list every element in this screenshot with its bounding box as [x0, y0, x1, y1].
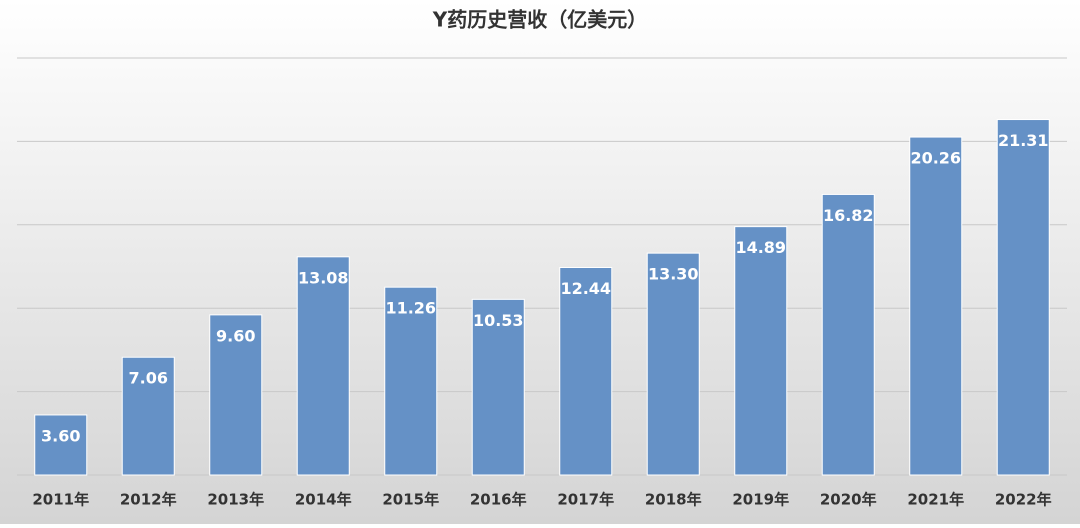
value-label: 13.08 [298, 268, 349, 287]
bar [821, 193, 875, 476]
value-label: 3.60 [41, 426, 80, 445]
value-label: 7.06 [129, 369, 168, 388]
value-label: 13.30 [648, 265, 699, 284]
x-tick-label: 2014年 [295, 491, 352, 509]
bar [646, 252, 700, 476]
bar [296, 256, 350, 476]
x-tick-label: 2016年 [470, 491, 527, 509]
value-label: 11.26 [385, 299, 436, 318]
value-label: 20.26 [910, 149, 961, 168]
value-label: 12.44 [560, 279, 611, 298]
bar [734, 226, 788, 476]
bar [34, 414, 88, 476]
x-tick-label: 2021年 [907, 491, 964, 509]
chart-title: Y药历史营收（亿美元） [432, 8, 647, 32]
x-tick-label: 2015年 [382, 491, 439, 509]
bar [209, 314, 263, 476]
x-tick-label: 2013年 [207, 491, 264, 509]
value-label: 16.82 [823, 206, 874, 225]
x-tick-label: 2018年 [645, 491, 702, 509]
bar [559, 267, 613, 476]
x-tick-label: 2022年 [995, 491, 1052, 509]
x-tick-label: 2019年 [732, 491, 789, 509]
bar [121, 356, 175, 476]
x-tick-label: 2011年 [32, 491, 89, 509]
bar [384, 286, 438, 476]
value-label: 14.89 [735, 238, 786, 257]
value-label: 21.31 [998, 131, 1049, 150]
bar [471, 298, 525, 476]
x-tick-label: 2012年 [120, 491, 177, 509]
x-tick-label: 2020年 [820, 491, 877, 509]
value-label: 9.60 [216, 326, 255, 345]
bar [909, 136, 963, 476]
value-label: 10.53 [473, 311, 524, 330]
bar [996, 119, 1050, 476]
x-tick-label: 2017年 [557, 491, 614, 509]
